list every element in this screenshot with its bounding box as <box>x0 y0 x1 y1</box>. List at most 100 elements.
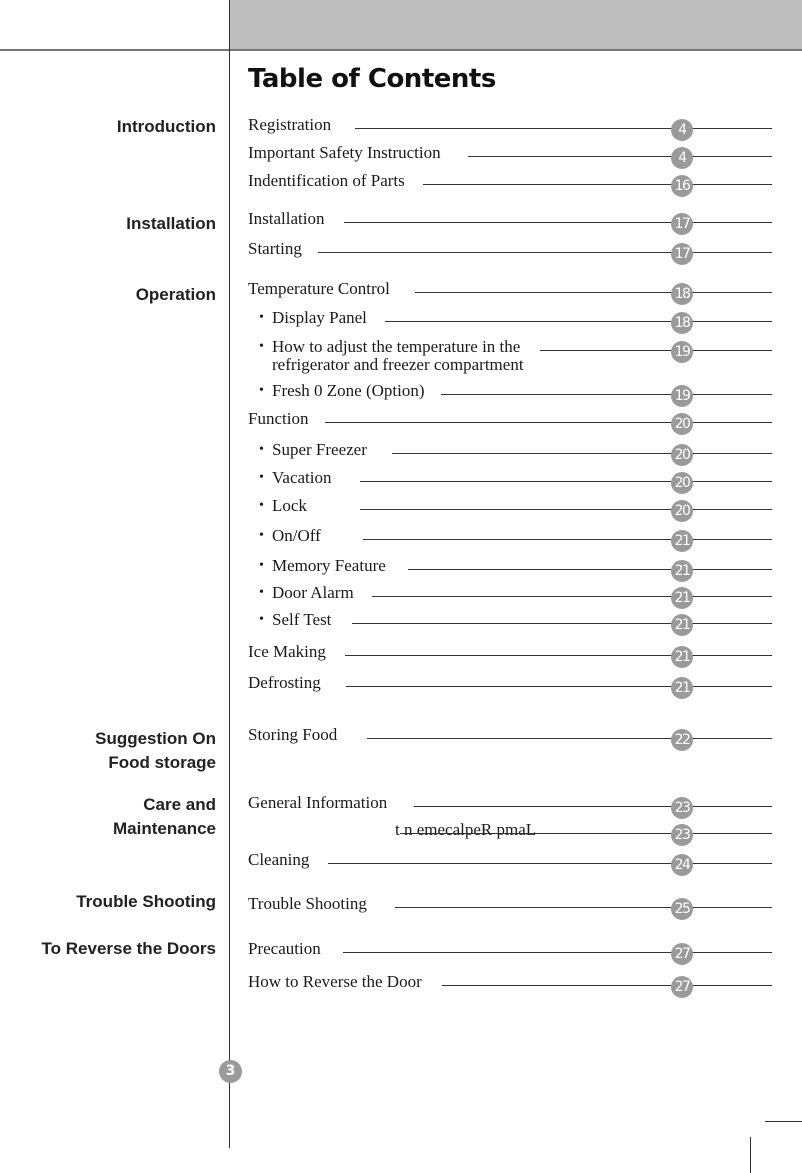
toc-entry-label: t n emecalpeR pmaL <box>395 820 537 839</box>
page-badge: 20 <box>671 444 693 466</box>
toc-entry-label: Ice Making <box>248 642 326 661</box>
bullet-icon: • <box>259 498 264 513</box>
page-badge: 20 <box>671 500 693 522</box>
leader-line <box>355 128 772 129</box>
bullet-icon: • <box>259 310 264 325</box>
column-divider <box>229 0 230 1148</box>
page-badge: 23 <box>671 797 693 819</box>
page-badge: 21 <box>671 614 693 636</box>
bullet-icon: • <box>259 383 264 398</box>
section-label-line: Operation <box>135 285 216 304</box>
page-badge: 23 <box>671 824 693 846</box>
leader-line <box>345 655 772 656</box>
section-label-line: Food storage <box>108 753 216 772</box>
page-badge: 20 <box>671 413 693 435</box>
page-badge: 19 <box>671 385 693 407</box>
bullet-icon: • <box>259 470 264 485</box>
toc-entry-label: Temperature Control <box>248 279 390 298</box>
leader-line <box>392 453 772 454</box>
leader-line <box>408 569 772 570</box>
section-label: To Reverse the Doors <box>42 937 216 961</box>
leader-line <box>415 292 772 293</box>
leader-line <box>360 481 772 482</box>
bullet-icon: • <box>259 339 264 354</box>
header-band <box>230 0 802 50</box>
toc-entry-label: Registration <box>248 115 332 134</box>
page-badge: 21 <box>671 646 693 668</box>
toc-entry-label: Starting <box>248 239 302 258</box>
bullet-icon: • <box>259 612 264 627</box>
page-badge: 19 <box>671 341 693 363</box>
page-badge: 25 <box>671 898 693 920</box>
toc-entry-label: How to adjust the temperature in the refr… <box>272 337 524 374</box>
bullet-icon: • <box>259 528 264 543</box>
toc-entry-label: Vacation <box>272 468 332 487</box>
section-label-line: To Reverse the Doors <box>41 939 216 958</box>
leader-line <box>344 222 772 223</box>
page-badge: 21 <box>671 560 693 582</box>
leader-line <box>540 350 772 351</box>
bullet-icon: • <box>259 442 264 457</box>
section-label-line: Maintenance <box>113 819 216 838</box>
page-badge: 21 <box>671 587 693 609</box>
bullet-icon: • <box>259 585 264 600</box>
toc-entry-label: Cleaning <box>248 850 310 869</box>
corner-mark <box>765 1121 802 1122</box>
bullet-icon: • <box>259 558 264 573</box>
section-label-line: Installation <box>126 214 216 233</box>
leader-line <box>372 596 772 597</box>
leader-line <box>318 252 772 253</box>
leader-line <box>468 156 772 157</box>
section-label: Trouble Shooting <box>76 890 216 914</box>
leader-line <box>360 509 772 510</box>
page-badge: 18 <box>671 283 693 305</box>
toc-entry-label: On/Off <box>272 526 321 545</box>
toc-entry-label: General Information <box>248 793 388 812</box>
section-label-line: Introduction <box>116 117 216 136</box>
page-badge: 21 <box>671 677 693 699</box>
page-badge: 21 <box>671 530 693 552</box>
header-divider <box>0 49 802 51</box>
toc-entry-label: How to Reverse the Door <box>248 972 422 991</box>
leader-line <box>400 833 772 834</box>
leader-line <box>423 184 772 185</box>
toc-entry-label: Trouble Shooting <box>248 894 367 913</box>
page-badge: 4 <box>671 147 693 169</box>
page-badge: 17 <box>671 243 693 265</box>
toc-entry-label: Indentification of Parts <box>248 171 405 190</box>
section-label: Care and Maintenance <box>113 793 216 841</box>
leader-line <box>328 863 772 864</box>
leader-line <box>325 422 772 423</box>
leader-line <box>395 907 772 908</box>
toc-entry-label: Lock <box>272 496 307 515</box>
toc-entry-label: Installation <box>248 209 325 228</box>
section-label-line: Suggestion On <box>95 729 216 748</box>
page-badge: 17 <box>671 213 693 235</box>
page-badge: 22 <box>671 729 693 751</box>
page-number-badge: 3 <box>219 1060 242 1083</box>
section-label-line: Trouble Shooting <box>76 892 216 911</box>
leader-line <box>385 321 772 322</box>
leader-line <box>343 952 772 953</box>
leader-line <box>414 806 772 807</box>
toc-entry-label: Function <box>248 409 309 428</box>
leader-line <box>352 623 772 624</box>
toc-entry-label: Self Test <box>272 610 332 629</box>
section-label-line: Care and <box>143 795 216 814</box>
section-label: Operation <box>136 283 216 307</box>
toc-entry-label: Important Safety Instruction <box>248 143 441 162</box>
toc-entry-label: Storing Food <box>248 725 338 744</box>
page-badge: 24 <box>671 854 693 876</box>
toc-entry-label: Door Alarm <box>272 583 354 602</box>
leader-line <box>367 738 772 739</box>
page-badge: 18 <box>671 312 693 334</box>
leader-line <box>363 539 772 540</box>
page-badge: 27 <box>671 943 693 965</box>
leader-line <box>346 686 772 687</box>
leader-line <box>441 394 772 395</box>
page-badge: 20 <box>671 472 693 494</box>
page-badge: 27 <box>671 976 693 998</box>
leader-line <box>442 985 772 986</box>
page-badge: 16 <box>671 175 693 197</box>
page-title: Table of Contents <box>248 64 496 94</box>
